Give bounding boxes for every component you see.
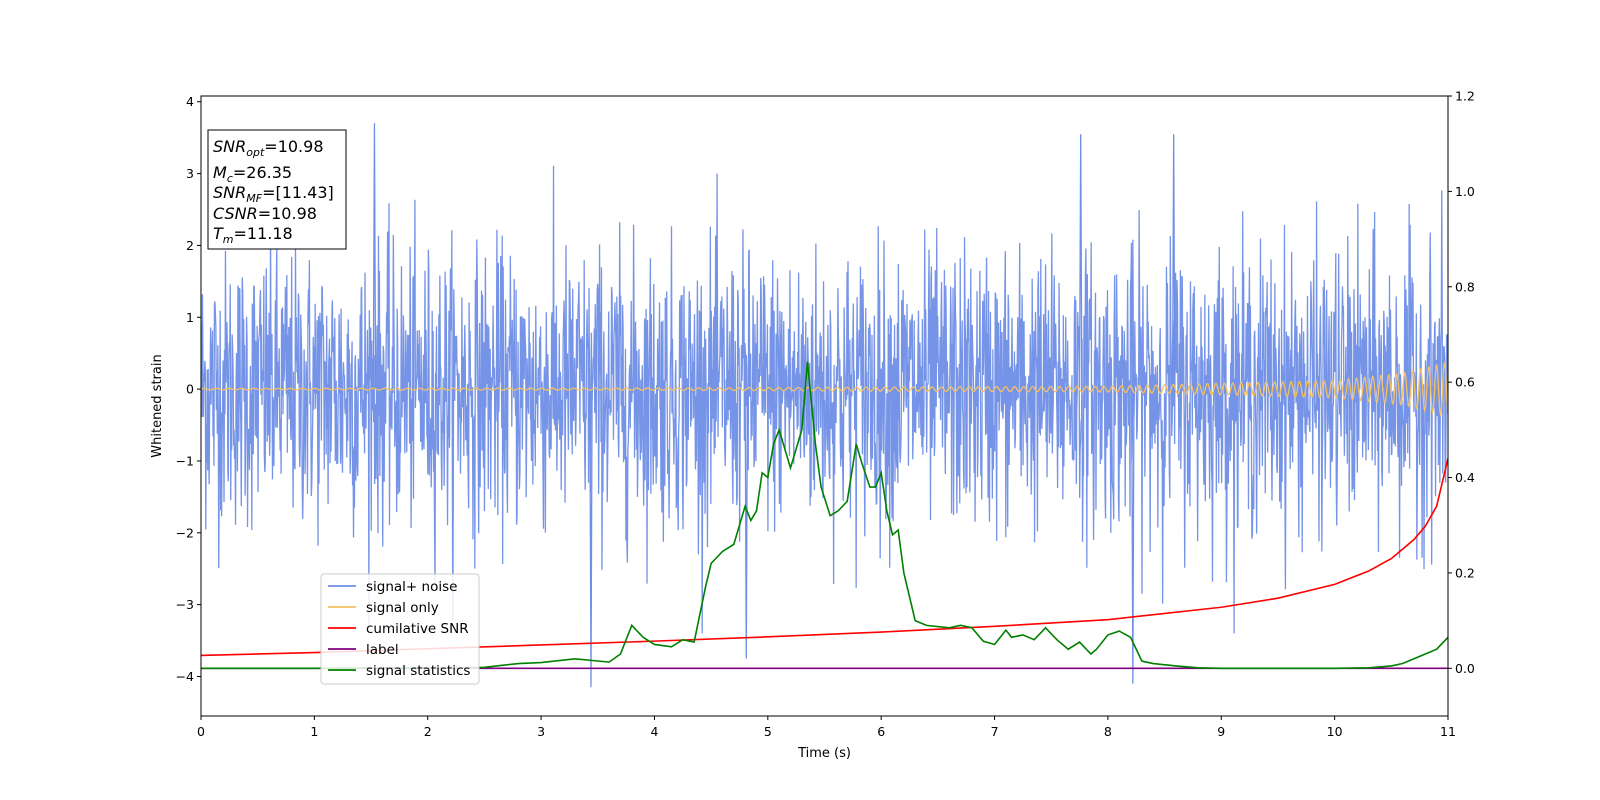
left-y-tick-label: 1 bbox=[186, 310, 194, 325]
x-tick-label: 6 bbox=[877, 724, 885, 739]
x-axis-label: Time (s) bbox=[797, 746, 851, 761]
info-snr-opt-value: 10.98 bbox=[278, 137, 324, 156]
left-y-tick-label: −2 bbox=[176, 525, 194, 540]
x-tick-label: 7 bbox=[991, 724, 999, 739]
left-y-tick-label: −4 bbox=[176, 669, 194, 684]
info-tm: Tm=11.18 bbox=[213, 224, 293, 246]
info-snr-mf-value: [11.43] bbox=[275, 183, 333, 202]
signal-noise-spike bbox=[1078, 134, 1083, 390]
right-y-tick-label: 1.2 bbox=[1455, 89, 1475, 104]
axes-frame bbox=[200, 95, 1449, 717]
info-mc-value: 26.35 bbox=[246, 163, 292, 182]
legend-frame bbox=[320, 573, 480, 685]
right-y-tick-label: 0.8 bbox=[1455, 279, 1475, 294]
x-tick-label: 3 bbox=[537, 724, 545, 739]
info-mc: Mc=26.35 bbox=[213, 163, 292, 185]
left-y-tick-label: 3 bbox=[186, 166, 194, 181]
x-tick-label: 11 bbox=[1440, 724, 1456, 739]
legend-label: signal+ noise bbox=[366, 579, 457, 595]
x-tick-label: 9 bbox=[1217, 724, 1225, 739]
x-axis: 0 1 2 3 4 5 6 7 8 9 10 11 bbox=[197, 716, 1456, 739]
left-y-tick-label: 4 bbox=[186, 94, 194, 109]
left-y-tick-label: 2 bbox=[186, 238, 194, 253]
x-tick-label: 5 bbox=[764, 724, 772, 739]
right-y-axis: 0.0 0.2 0.4 0.6 0.8 1.0 1.2 bbox=[1448, 89, 1475, 676]
info-csnr-value: 10.98 bbox=[271, 204, 317, 223]
right-y-tick-label: 0.6 bbox=[1455, 375, 1475, 390]
info-box-frame bbox=[207, 129, 347, 250]
info-box: SNRopt=10.98 Mc=26.35 SNRMF=[11.43] CSNR… bbox=[207, 129, 347, 250]
right-y-tick-label: 0.2 bbox=[1455, 565, 1475, 580]
signal-noise-spike bbox=[1171, 134, 1176, 390]
signal-noise-spike bbox=[744, 389, 749, 659]
legend[interactable]: signal+ noise signal only cumilative SNR la… bbox=[320, 573, 480, 685]
info-snr-mf: SNRMF=[11.43] bbox=[213, 183, 334, 205]
left-y-axis: −4 −3 −2 −1 0 1 2 3 4 bbox=[176, 94, 201, 684]
right-y-tick-label: 1.0 bbox=[1455, 184, 1475, 199]
info-snr-opt: SNRopt=10.98 bbox=[213, 137, 324, 159]
signal-noise-spike bbox=[372, 123, 377, 390]
right-y-tick-label: 0.0 bbox=[1455, 661, 1475, 676]
info-csnr: CSNR=10.98 bbox=[213, 204, 317, 223]
series-signal-statistics bbox=[201, 361, 1448, 670]
legend-label: label bbox=[366, 642, 399, 658]
series-signal-noise bbox=[201, 165, 1448, 634]
legend-label: cumilative SNR bbox=[366, 621, 469, 637]
left-y-tick-label: 0 bbox=[186, 382, 194, 397]
right-y-tick-label: 0.4 bbox=[1455, 470, 1475, 485]
left-y-tick-label: −1 bbox=[176, 453, 194, 468]
x-tick-label: 10 bbox=[1327, 724, 1343, 739]
legend-label: signal only bbox=[366, 600, 439, 616]
info-tm-value: 11.18 bbox=[247, 224, 293, 243]
left-y-tick-label: −3 bbox=[176, 597, 194, 612]
series-cumulative-snr bbox=[201, 458, 1448, 657]
x-tick-label: 1 bbox=[310, 724, 318, 739]
x-tick-label: 0 bbox=[197, 724, 205, 739]
x-tick-label: 4 bbox=[650, 724, 658, 739]
legend-label: signal statistics bbox=[366, 663, 470, 679]
series-signal-only bbox=[201, 362, 1448, 417]
y-axis-label: Whitened strain bbox=[150, 354, 165, 457]
x-tick-label: 8 bbox=[1104, 724, 1112, 739]
x-tick-label: 2 bbox=[424, 724, 432, 739]
signal-noise-spike bbox=[589, 389, 593, 688]
